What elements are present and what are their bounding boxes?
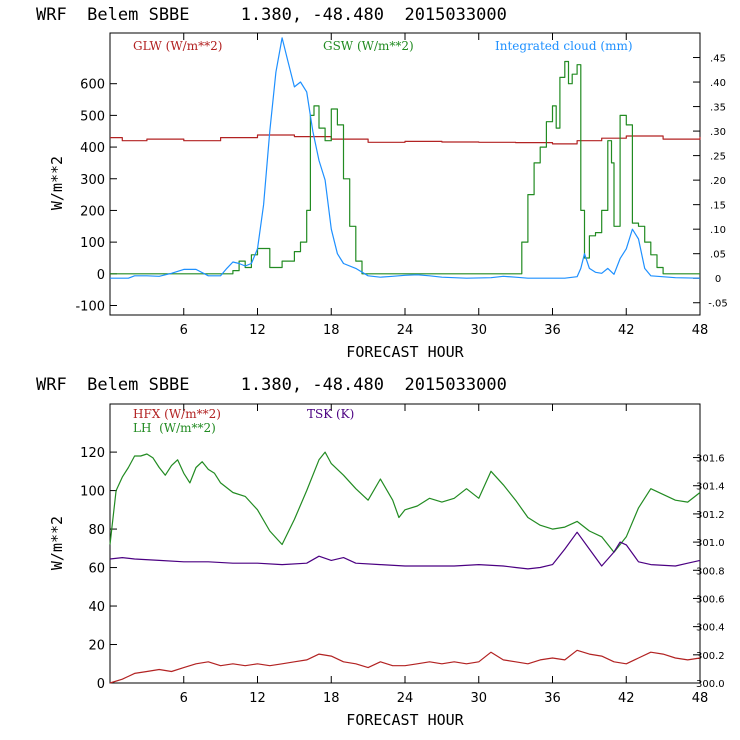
- y2-tick-label: 0: [715, 274, 721, 285]
- y2-tick-label: -.05: [708, 299, 728, 310]
- y-tick-label: 60: [88, 562, 105, 577]
- y2-tick-label: .20: [710, 176, 726, 187]
- chart-panel-radiation-cloud: WRF Belem SBBE 1.380, -48.480 2015033000…: [36, 5, 728, 361]
- y-tick-label: 120: [80, 446, 105, 461]
- x-tick-label: 24: [397, 323, 414, 338]
- series-line-gsw: [110, 60, 700, 275]
- chart-title: WRF Belem SBBE 1.380, -48.480 2015033000: [36, 5, 507, 25]
- y-tick-label: -100: [75, 299, 105, 314]
- y2-tick-label: 300.4: [696, 623, 725, 634]
- x-axis-label: FORECAST HOUR: [346, 711, 464, 729]
- y2-tick-label: .25: [710, 152, 726, 163]
- legend-glw: GLW (W/m**2): [133, 39, 222, 53]
- y-tick-label: 300: [80, 173, 105, 188]
- x-tick-label: 18: [323, 691, 340, 706]
- y-tick-label: 100: [80, 485, 105, 500]
- y-tick-label: 500: [80, 109, 105, 124]
- legend-gsw: GSW (W/m**2): [323, 39, 414, 53]
- y2-tick-label: .05: [710, 250, 726, 261]
- x-tick-label: 42: [618, 323, 635, 338]
- y2-tick-label: 301.0: [696, 538, 725, 549]
- y2-tick-label: 300.0: [696, 679, 725, 690]
- y-tick-label: 80: [88, 523, 105, 538]
- x-tick-label: 18: [323, 323, 340, 338]
- x-tick-label: 48: [692, 323, 709, 338]
- series-line-lh: [109, 451, 701, 553]
- y2-tick-label: .30: [710, 127, 726, 138]
- y-tick-label: 0: [97, 677, 105, 692]
- y-tick-label: 20: [88, 639, 105, 654]
- y2-tick-label: .45: [710, 54, 726, 65]
- y-tick-label: 400: [80, 141, 105, 156]
- series-line-hfx: [109, 649, 701, 684]
- x-tick-label: 24: [397, 691, 414, 706]
- x-tick-label: 36: [544, 323, 561, 338]
- x-tick-label: 48: [692, 691, 709, 706]
- y2-tick-label: 300.8: [696, 566, 725, 577]
- series-line-tsk: [109, 531, 701, 570]
- y2-tick-label: .35: [710, 103, 726, 114]
- x-tick-label: 12: [249, 691, 266, 706]
- legend-integrated-cloud: Integrated cloud (mm): [495, 39, 633, 53]
- x-tick-label: 30: [470, 691, 487, 706]
- y-tick-label: 0: [97, 268, 105, 283]
- legend-lh: LH (W/m**2): [133, 421, 216, 435]
- y2-tick-label: .15: [710, 201, 726, 212]
- x-tick-label: 30: [470, 323, 487, 338]
- y2-tick-label: 301.2: [696, 510, 725, 521]
- x-tick-label: 36: [544, 691, 561, 706]
- y-tick-label: 40: [88, 600, 105, 615]
- y2-tick-label: .10: [710, 225, 726, 236]
- y-tick-label: 200: [80, 204, 105, 219]
- y2-tick-label: 300.2: [696, 651, 725, 662]
- y-axis-label: W/m**2: [48, 516, 66, 570]
- x-tick-label: 12: [249, 323, 266, 338]
- x-tick-label: 6: [180, 691, 188, 706]
- legend-tsk: TSK (K): [307, 407, 354, 421]
- x-tick-label: 42: [618, 691, 635, 706]
- series-line-glw: [110, 134, 701, 145]
- y-tick-label: 600: [80, 78, 105, 93]
- series-line-integrated-cloud: [110, 37, 701, 279]
- x-tick-label: 6: [180, 323, 188, 338]
- y2-tick-label: .40: [710, 78, 726, 89]
- y2-tick-label: 300.6: [696, 594, 725, 605]
- legend-hfx: HFX (W/m**2): [133, 407, 221, 421]
- chart-panel-heat-flux: WRF Belem SBBE 1.380, -48.480 2015033000…: [36, 375, 725, 729]
- y-tick-label: 100: [80, 236, 105, 251]
- chart-title: WRF Belem SBBE 1.380, -48.480 2015033000: [36, 375, 507, 395]
- x-axis-label: FORECAST HOUR: [346, 343, 464, 361]
- plot-frame: [109, 403, 701, 684]
- y-axis-label: W/m**2: [48, 156, 66, 210]
- y2-tick-label: 301.4: [696, 482, 725, 493]
- y2-tick-label: 301.6: [696, 454, 725, 465]
